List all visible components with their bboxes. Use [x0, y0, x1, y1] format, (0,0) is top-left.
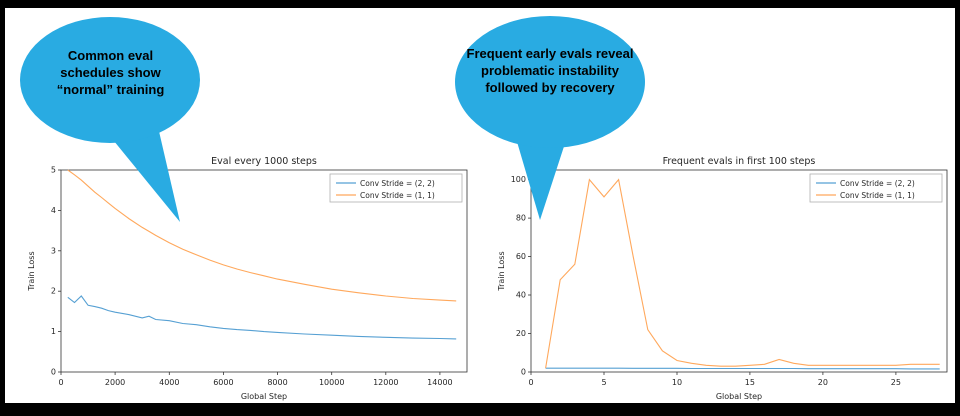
y-axis-label: Train Loss — [27, 251, 36, 291]
x-tick-label: 14000 — [427, 378, 452, 387]
speech-bubble-right-text: Frequent early evals reveal problematic … — [466, 46, 634, 95]
legend-label-0: Conv Stride = (2, 2) — [360, 179, 435, 188]
speech-bubble-left-text: Common eval schedules show “normal” trai… — [56, 48, 165, 97]
slide-background: 0 2000 4000 6000 8000 10000 12000 14000 0 1 2 3 4 5 Ev… — [5, 8, 955, 403]
plot-border — [60, 169, 468, 373]
x-tick-label: 2000 — [105, 378, 125, 387]
y-axis-label: Train Loss — [497, 251, 506, 291]
x-tick-label: 8000 — [267, 378, 287, 387]
speech-bubble-right — [455, 16, 645, 220]
series-line-1 — [67, 169, 457, 302]
legend-box — [329, 173, 463, 203]
x-tick-label: 10000 — [319, 378, 344, 387]
y-tick-label: 100 — [511, 175, 526, 184]
chart-canvas: 0 2000 4000 6000 8000 10000 12000 14000 0 1 2 3 4 5 Ev… — [27, 156, 468, 401]
y-tick-label: 5 — [51, 166, 56, 175]
speech-bubble-left — [20, 17, 200, 222]
x-tick-label: 15 — [745, 378, 755, 387]
x-tick-label: 4000 — [159, 378, 179, 387]
speech-bubble-left-body — [20, 17, 200, 143]
x-tick-label: 5 — [601, 378, 606, 387]
y-tick-label: 0 — [521, 368, 526, 377]
legend-label-0: Conv Stride = (2, 2) — [840, 179, 915, 188]
series-line-0 — [67, 295, 457, 340]
y-tick-label: 3 — [51, 246, 56, 255]
plot-border — [530, 169, 948, 373]
speech-bubble-right-tail — [515, 128, 570, 220]
chart-title: Frequent evals in first 100 steps — [663, 156, 816, 167]
x-tick-label: 0 — [528, 378, 533, 387]
chart-canvas: 0 5 10 15 20 25 0 20 40 60 80 100 Frequent evals in … — [497, 156, 948, 401]
x-axis-label: Global Step — [716, 392, 762, 401]
y-tick-label: 80 — [516, 214, 526, 223]
chart-eval-every-1000-steps: 0 2000 4000 6000 8000 10000 12000 14000 0 1 2 3 4 5 Ev… — [25, 152, 475, 404]
legend-label-1: Conv Stride = (1, 1) — [840, 191, 915, 200]
y-tick-label: 2 — [51, 287, 56, 296]
y-tick-label: 4 — [51, 206, 56, 215]
chart-frequent-evals-first-100-steps: 0 5 10 15 20 25 0 20 40 60 80 100 Frequent evals in … — [495, 152, 955, 404]
y-tick-label: 40 — [516, 291, 526, 300]
x-axis-label: Global Step — [241, 392, 287, 401]
series-line-1 — [545, 178, 940, 369]
series-line-0 — [545, 367, 940, 370]
x-tick-label: 12000 — [373, 378, 398, 387]
y-tick-label: 60 — [516, 252, 526, 261]
legend-box — [809, 173, 943, 203]
y-tick-label: 0 — [51, 368, 56, 377]
chart-title: Eval every 1000 steps — [211, 156, 317, 167]
y-tick-label: 20 — [516, 329, 526, 338]
x-tick-label: 20 — [818, 378, 828, 387]
speech-bubble-right-body — [455, 16, 645, 148]
legend-label-1: Conv Stride = (1, 1) — [360, 191, 435, 200]
x-tick-label: 6000 — [213, 378, 233, 387]
x-tick-label: 25 — [891, 378, 901, 387]
x-tick-label: 0 — [58, 378, 63, 387]
x-tick-label: 10 — [672, 378, 682, 387]
y-tick-label: 1 — [51, 327, 56, 336]
